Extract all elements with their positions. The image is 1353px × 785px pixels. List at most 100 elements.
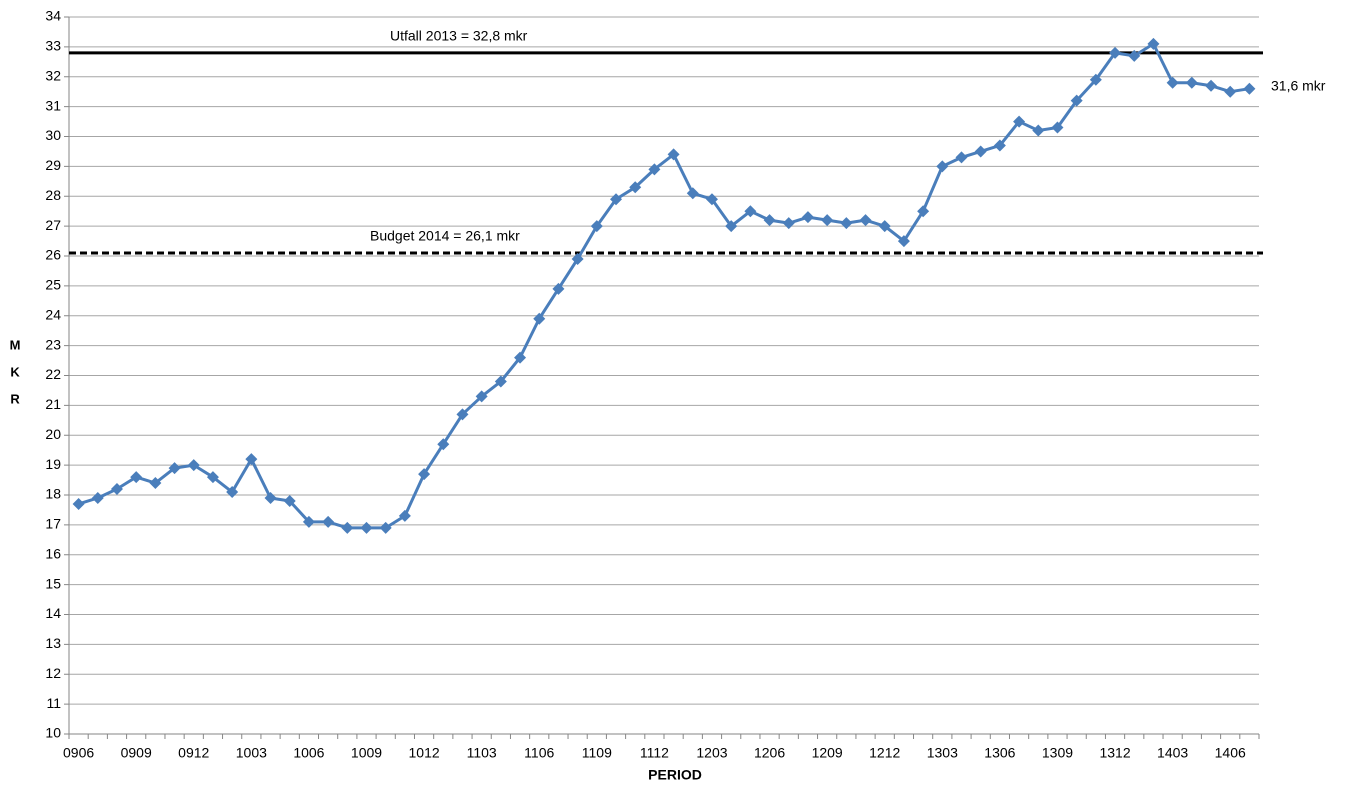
y-tick-label: 13 [45, 635, 61, 651]
y-tick-label: 28 [45, 187, 61, 203]
data-point [648, 163, 661, 176]
x-tick-label: 1106 [524, 745, 554, 761]
data-point [341, 521, 354, 534]
x-tick-label: 0912 [178, 745, 209, 761]
y-tick-label: 18 [45, 486, 61, 502]
y-tick-label: 15 [45, 575, 61, 591]
data-point [1224, 85, 1237, 98]
x-tick-label: 1403 [1157, 745, 1188, 761]
data-point [110, 483, 123, 496]
data-point [552, 282, 565, 295]
data-point [955, 151, 968, 164]
x-tick-label: 1312 [1099, 745, 1130, 761]
data-point [533, 312, 546, 325]
y-tick-label: 11 [46, 695, 61, 711]
data-point [878, 220, 891, 233]
data-point [1166, 76, 1179, 89]
reference-label: Budget 2014 = 26,1 mkr [370, 228, 520, 244]
data-point [1147, 37, 1160, 50]
y-tick-label: 24 [45, 306, 61, 322]
x-tick-label: 1309 [1042, 745, 1073, 761]
data-point [302, 515, 315, 528]
data-point [686, 187, 699, 200]
data-point [245, 453, 258, 466]
x-tick-label: 1212 [869, 745, 900, 761]
data-point [897, 235, 910, 248]
data-point [418, 468, 431, 481]
data-point [494, 375, 507, 388]
data-point [744, 205, 757, 218]
data-point [398, 509, 411, 522]
data-point [456, 408, 469, 421]
x-tick-label: 1112 [640, 745, 669, 761]
data-point [859, 214, 872, 227]
x-tick-label: 1012 [409, 745, 440, 761]
data-point [629, 181, 642, 194]
data-point [840, 217, 853, 230]
data-label: 31,6 mkr [1271, 77, 1326, 93]
y-tick-label: 27 [45, 217, 61, 233]
y-tick-label: 12 [45, 665, 61, 681]
data-point [226, 486, 239, 499]
x-tick-label: 0906 [63, 745, 94, 761]
data-point [610, 193, 623, 206]
data-point [514, 351, 527, 364]
y-tick-label: 29 [45, 157, 61, 173]
x-tick-label: 1006 [293, 745, 324, 761]
data-point [1089, 73, 1102, 86]
data-point [379, 521, 392, 534]
y-tick-label: 33 [45, 38, 61, 54]
y-tick-label: 32 [45, 67, 61, 83]
data-point [1109, 46, 1122, 59]
x-tick-label: 0909 [121, 745, 152, 761]
y-tick-label: 10 [45, 725, 61, 741]
data-point [821, 214, 834, 227]
data-point [1032, 124, 1045, 137]
x-tick-label: 1103 [467, 745, 497, 761]
y-tick-label: 25 [45, 277, 61, 293]
reference-label: Utfall 2013 = 32,8 mkr [390, 28, 528, 44]
data-point [91, 491, 104, 504]
data-point [782, 217, 795, 230]
y-tick-label: 17 [45, 516, 61, 532]
data-point [187, 459, 200, 472]
data-point [801, 211, 814, 224]
x-axis-label: PERIOD [648, 767, 702, 783]
x-tick-label: 1009 [351, 745, 382, 761]
data-point [974, 145, 987, 158]
data-point [206, 471, 219, 484]
x-tick-label: 1109 [582, 745, 612, 761]
y-tick-label: 20 [45, 426, 61, 442]
data-point [590, 220, 603, 233]
data-point [936, 160, 949, 173]
data-point [72, 497, 85, 510]
data-point [993, 139, 1006, 152]
y-tick-label: 23 [45, 336, 61, 352]
data-point [1205, 79, 1218, 92]
x-tick-label: 1209 [812, 745, 843, 761]
data-point [705, 193, 718, 206]
data-point [475, 390, 488, 403]
data-point [1185, 76, 1198, 89]
data-point [360, 521, 373, 534]
data-point [763, 214, 776, 227]
y-tick-label: 22 [45, 366, 61, 382]
data-point [1070, 94, 1083, 107]
y-tick-label: 31 [45, 97, 61, 113]
data-point [130, 471, 143, 484]
data-point [725, 220, 738, 233]
y-axis-label: MKR [8, 338, 23, 419]
data-point [1128, 49, 1141, 62]
data-point [437, 438, 450, 451]
y-tick-label: 14 [45, 605, 61, 621]
y-tick-label: 34 [45, 8, 61, 24]
y-tick-label: 26 [45, 247, 61, 263]
data-point [149, 477, 162, 490]
data-point [264, 491, 277, 504]
data-point [667, 148, 680, 161]
data-point [917, 205, 930, 218]
data-point [571, 252, 584, 265]
y-tick-label: 30 [45, 127, 61, 143]
data-point [322, 515, 335, 528]
